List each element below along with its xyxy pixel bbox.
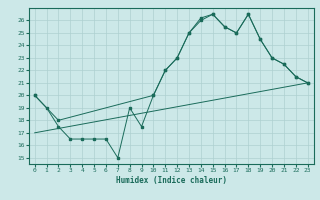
- X-axis label: Humidex (Indice chaleur): Humidex (Indice chaleur): [116, 176, 227, 185]
